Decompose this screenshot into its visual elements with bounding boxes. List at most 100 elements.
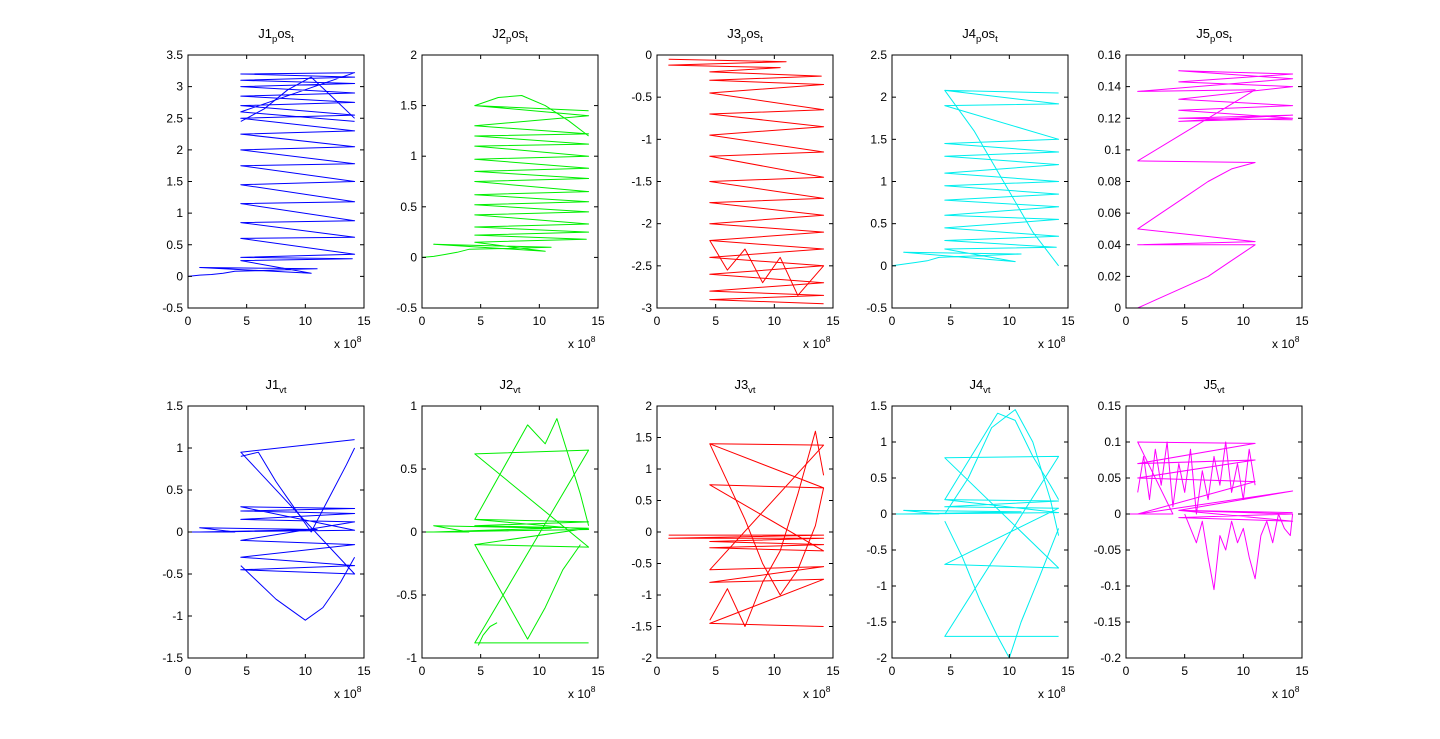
x-tick-label: 10 [1237,664,1251,678]
y-tick-label: -1 [876,579,887,593]
x-tick-label: 15 [357,664,371,678]
series-line [240,556,356,621]
x-tick-label: 0 [1123,664,1130,678]
y-tick-label: -2.5 [631,259,652,273]
x-tick-label: 5 [477,664,484,678]
y-tick-label: -2 [641,217,652,231]
x-tick-label: 15 [826,664,840,678]
plot-area [422,95,590,258]
y-tick-label: -0.15 [1094,615,1122,629]
series-line [709,240,824,296]
y-tick-label: -0.5 [631,90,652,104]
y-tick-label: -1.5 [631,175,652,189]
series-line [1184,513,1294,591]
subplot-5: 0 5 10 15 0 0.02 0.04 0.06 0.08 0.1 0.12 0.14 0.16 x … [1098,26,1309,351]
y-tick-label: 1 [645,462,652,476]
y-tick-label: 0.02 [1098,269,1122,283]
series-line [709,430,825,627]
series-line [892,455,1060,637]
y-tick-label: -0.05 [1094,543,1122,557]
y-tick-label: 1 [176,441,183,455]
series-line [1126,70,1294,308]
x-exponent-label: x 108 [1272,684,1300,701]
x-tick-label: 15 [591,314,605,328]
axes-box [1125,54,1303,309]
x-tick-label: 5 [1181,314,1188,328]
series-line [668,58,825,305]
y-tick-label: 0.5 [400,462,417,476]
y-tick-label: 0 [645,525,652,539]
plot-area [668,430,825,627]
x-tick-label: 5 [243,664,250,678]
y-tick-label: -0.2 [1100,651,1121,665]
subplot-title: J1vt [265,377,286,396]
y-tick-label: 0 [880,507,887,521]
axes-box [1125,405,1303,659]
y-tick-label: 0.5 [166,238,183,252]
x-tick-label: 15 [1295,664,1309,678]
x-tick-label: 0 [1123,314,1130,328]
x-tick-label: 5 [712,314,719,328]
plot-area [422,418,590,646]
series-line [422,449,590,644]
subplot-6: 0 5 10 15 -1.5 -1 -0.5 0 0.5 1 1.5 x 108 J1vt [162,377,371,701]
x-tick-label: 5 [712,664,719,678]
plot-area [1126,441,1294,591]
series-line [892,89,1060,267]
series-line [240,447,356,533]
x-tick-label: 0 [889,664,896,678]
y-tick-label: 2 [176,143,183,157]
y-tick-label: 0.15 [1098,399,1122,413]
subplot-8: 0 5 10 15 -2 -1.5 -1 -0.5 0 0.5 1 1.5 2 x 108 J3vt [631,377,840,701]
y-tick-label: -0.5 [866,301,887,315]
x-exponent-label: x 108 [568,684,596,701]
y-tick-label: 1.5 [870,132,887,146]
y-tick-label: 0.5 [635,494,652,508]
x-exponent-label: x 108 [803,334,831,351]
axes-box [891,405,1069,659]
y-tick-label: 0.12 [1098,111,1122,125]
series-line [474,95,589,137]
series-line [240,76,355,122]
x-tick-label: 5 [947,664,954,678]
x-tick-label: 10 [533,664,547,678]
series-line [1126,441,1294,522]
plot-area [188,439,356,621]
plot-area [668,58,825,305]
x-tick-label: 15 [357,314,371,328]
y-tick-label: 0.08 [1098,175,1122,189]
x-tick-label: 0 [654,314,661,328]
series-line [668,443,825,627]
x-exponent-label: x 108 [1272,334,1300,351]
x-tick-label: 0 [654,664,661,678]
y-tick-label: 3.5 [166,48,183,62]
x-tick-label: 0 [419,314,426,328]
y-tick-label: 1 [176,206,183,220]
x-exponent-label: x 108 [568,334,596,351]
x-tick-label: 10 [1237,314,1251,328]
y-tick-label: -0.5 [162,301,183,315]
plot-area [1126,70,1294,308]
axes-box [656,54,834,309]
x-tick-label: 0 [419,664,426,678]
series-line [188,72,356,277]
y-tick-label: 1 [880,175,887,189]
y-tick-label: 0.1 [1104,143,1121,157]
y-tick-label: 0 [1114,507,1121,521]
subplot-title: J1post [258,26,294,45]
subplot-10: 0 5 10 15 -0.2 -0.15 -0.1 -0.05 0 0.05 0.1 0.15 x 10… [1094,377,1309,701]
x-tick-label: 10 [768,664,782,678]
y-tick-label: 0.04 [1098,238,1122,252]
y-tick-label: -1.5 [866,615,887,629]
y-tick-label: -0.5 [396,588,417,602]
y-tick-label: 0 [410,250,417,264]
y-tick-label: 0.5 [400,200,417,214]
series-line [944,520,1060,658]
x-tick-label: 10 [299,664,313,678]
series-line [944,90,1059,267]
y-tick-label: 0 [410,525,417,539]
y-tick-label: -0.1 [1100,579,1121,593]
x-tick-label: 10 [1003,664,1017,678]
subplot-title: J5post [1196,26,1232,45]
y-tick-label: 2.5 [870,48,887,62]
